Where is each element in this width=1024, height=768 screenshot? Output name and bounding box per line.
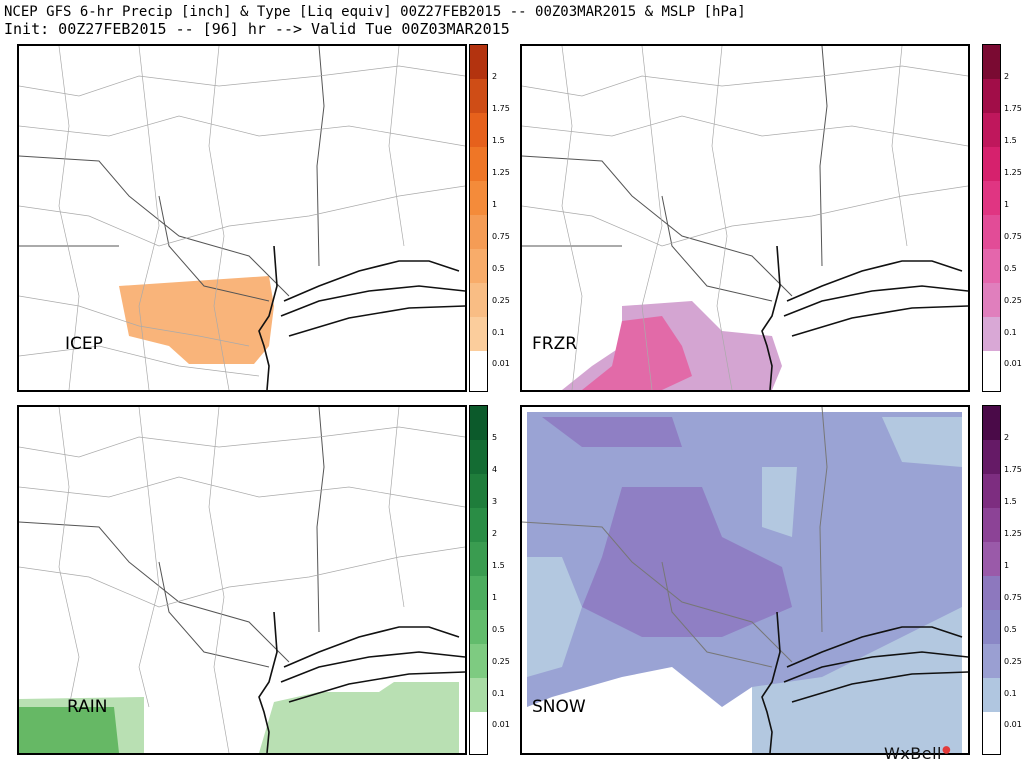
tick-label: 0.25 <box>492 296 510 305</box>
county-borders <box>522 46 968 390</box>
chart-header: NCEP GFS 6-hr Precip [inch] & Type [Liq … <box>4 4 1014 38</box>
tick-label: 0.5 <box>1004 264 1017 273</box>
tick-label: 1.5 <box>1004 497 1017 506</box>
tick-label: 0.01 <box>1004 720 1022 729</box>
snow-precip-light-west <box>527 557 582 677</box>
tick-label: 2 <box>1004 433 1010 442</box>
tick-label: 0.1 <box>492 689 505 698</box>
coastline <box>761 245 968 390</box>
header-title: NCEP GFS 6-hr Precip [inch] & Type [Liq … <box>4 4 746 20</box>
state-borders <box>19 46 325 302</box>
tick-label: 0.01 <box>1004 359 1022 368</box>
tick-label: 0.01 <box>492 359 510 368</box>
tick-label: 0.25 <box>492 657 510 666</box>
tick-label: 0.75 <box>1004 593 1022 602</box>
county-borders <box>19 46 465 390</box>
colorbar-icep <box>469 44 488 392</box>
snow-precip-heavy <box>582 487 792 637</box>
frzr-map <box>522 46 968 390</box>
rain-precip-light-east <box>259 682 459 753</box>
state-borders <box>19 407 325 668</box>
coastline <box>761 611 968 753</box>
tick-label: 1 <box>1004 561 1010 570</box>
tick-label: 4 <box>492 465 498 474</box>
tick-label: 2 <box>1004 72 1010 81</box>
panel-label-rain: RAIN <box>67 697 108 717</box>
coastline <box>258 611 465 753</box>
icep-precip-area <box>119 276 274 364</box>
colorbar-rain <box>469 405 488 755</box>
rain-precip-heavy-west <box>19 707 119 753</box>
map-panel-frzr: FRZR <box>520 44 970 392</box>
tick-label: 1.5 <box>492 136 505 145</box>
tick-label: 1 <box>1004 200 1010 209</box>
tick-label: 0.75 <box>1004 232 1022 241</box>
map-panel-icep: ICEP <box>17 44 467 392</box>
tick-label: 1.75 <box>1004 465 1022 474</box>
tick-label: 0.1 <box>1004 328 1017 337</box>
tick-label: 2 <box>492 72 498 81</box>
colorbar-frzr <box>982 44 1001 392</box>
snow-map <box>522 407 968 753</box>
tick-label: 0.1 <box>1004 689 1017 698</box>
tick-label: 1 <box>492 593 498 602</box>
panel-label-snow: SNOW <box>532 697 586 717</box>
snow-precip-light-northeast <box>882 417 962 467</box>
tick-label: 5 <box>492 433 498 442</box>
logo-text: WxBell <box>884 744 942 763</box>
tick-label: 0.5 <box>1004 625 1017 634</box>
snow-precip-light-central <box>762 467 797 537</box>
state-borders <box>522 46 828 302</box>
tick-label: 1.5 <box>492 561 505 570</box>
tick-label: 0.1 <box>492 328 505 337</box>
panel-label-frzr: FRZR <box>532 334 578 354</box>
map-panel-rain: RAIN <box>17 405 467 755</box>
frzr-precip-heavy <box>582 316 692 390</box>
tick-label: 0.25 <box>1004 296 1022 305</box>
county-borders <box>19 407 465 753</box>
snow-precip-heavy-north <box>542 417 682 447</box>
tick-label: 1.75 <box>1004 104 1022 113</box>
tick-label: 1.25 <box>1004 168 1022 177</box>
tick-label: 3 <box>492 497 498 506</box>
tick-label: 2 <box>492 529 498 538</box>
tick-label: 0.25 <box>1004 657 1022 666</box>
tick-label: 1 <box>492 200 498 209</box>
icep-map <box>19 46 465 390</box>
tick-label: 1.25 <box>1004 529 1022 538</box>
tick-label: 0.5 <box>492 625 505 634</box>
state-borders <box>522 407 828 668</box>
colorbar-snow <box>982 405 1001 755</box>
tick-label: 1.5 <box>1004 136 1017 145</box>
tick-label: 0.5 <box>492 264 505 273</box>
tick-label: 1.25 <box>492 168 510 177</box>
header-init-valid: Init: 00Z27FEB2015 -- [96] hr --> Valid … <box>4 20 510 38</box>
map-panel-snow: SNOW <box>520 405 970 755</box>
rain-map <box>19 407 465 753</box>
logo-dot-icon: ● <box>942 744 952 756</box>
panel-label-icep: ICEP <box>65 334 103 354</box>
tick-label: 0.01 <box>492 720 510 729</box>
tick-label: 1.75 <box>492 104 510 113</box>
snow-precip-light-southeast <box>752 607 962 753</box>
coastline <box>258 245 465 390</box>
tick-label: 0.75 <box>492 232 510 241</box>
wxbell-logo: WxBell● <box>884 744 951 763</box>
